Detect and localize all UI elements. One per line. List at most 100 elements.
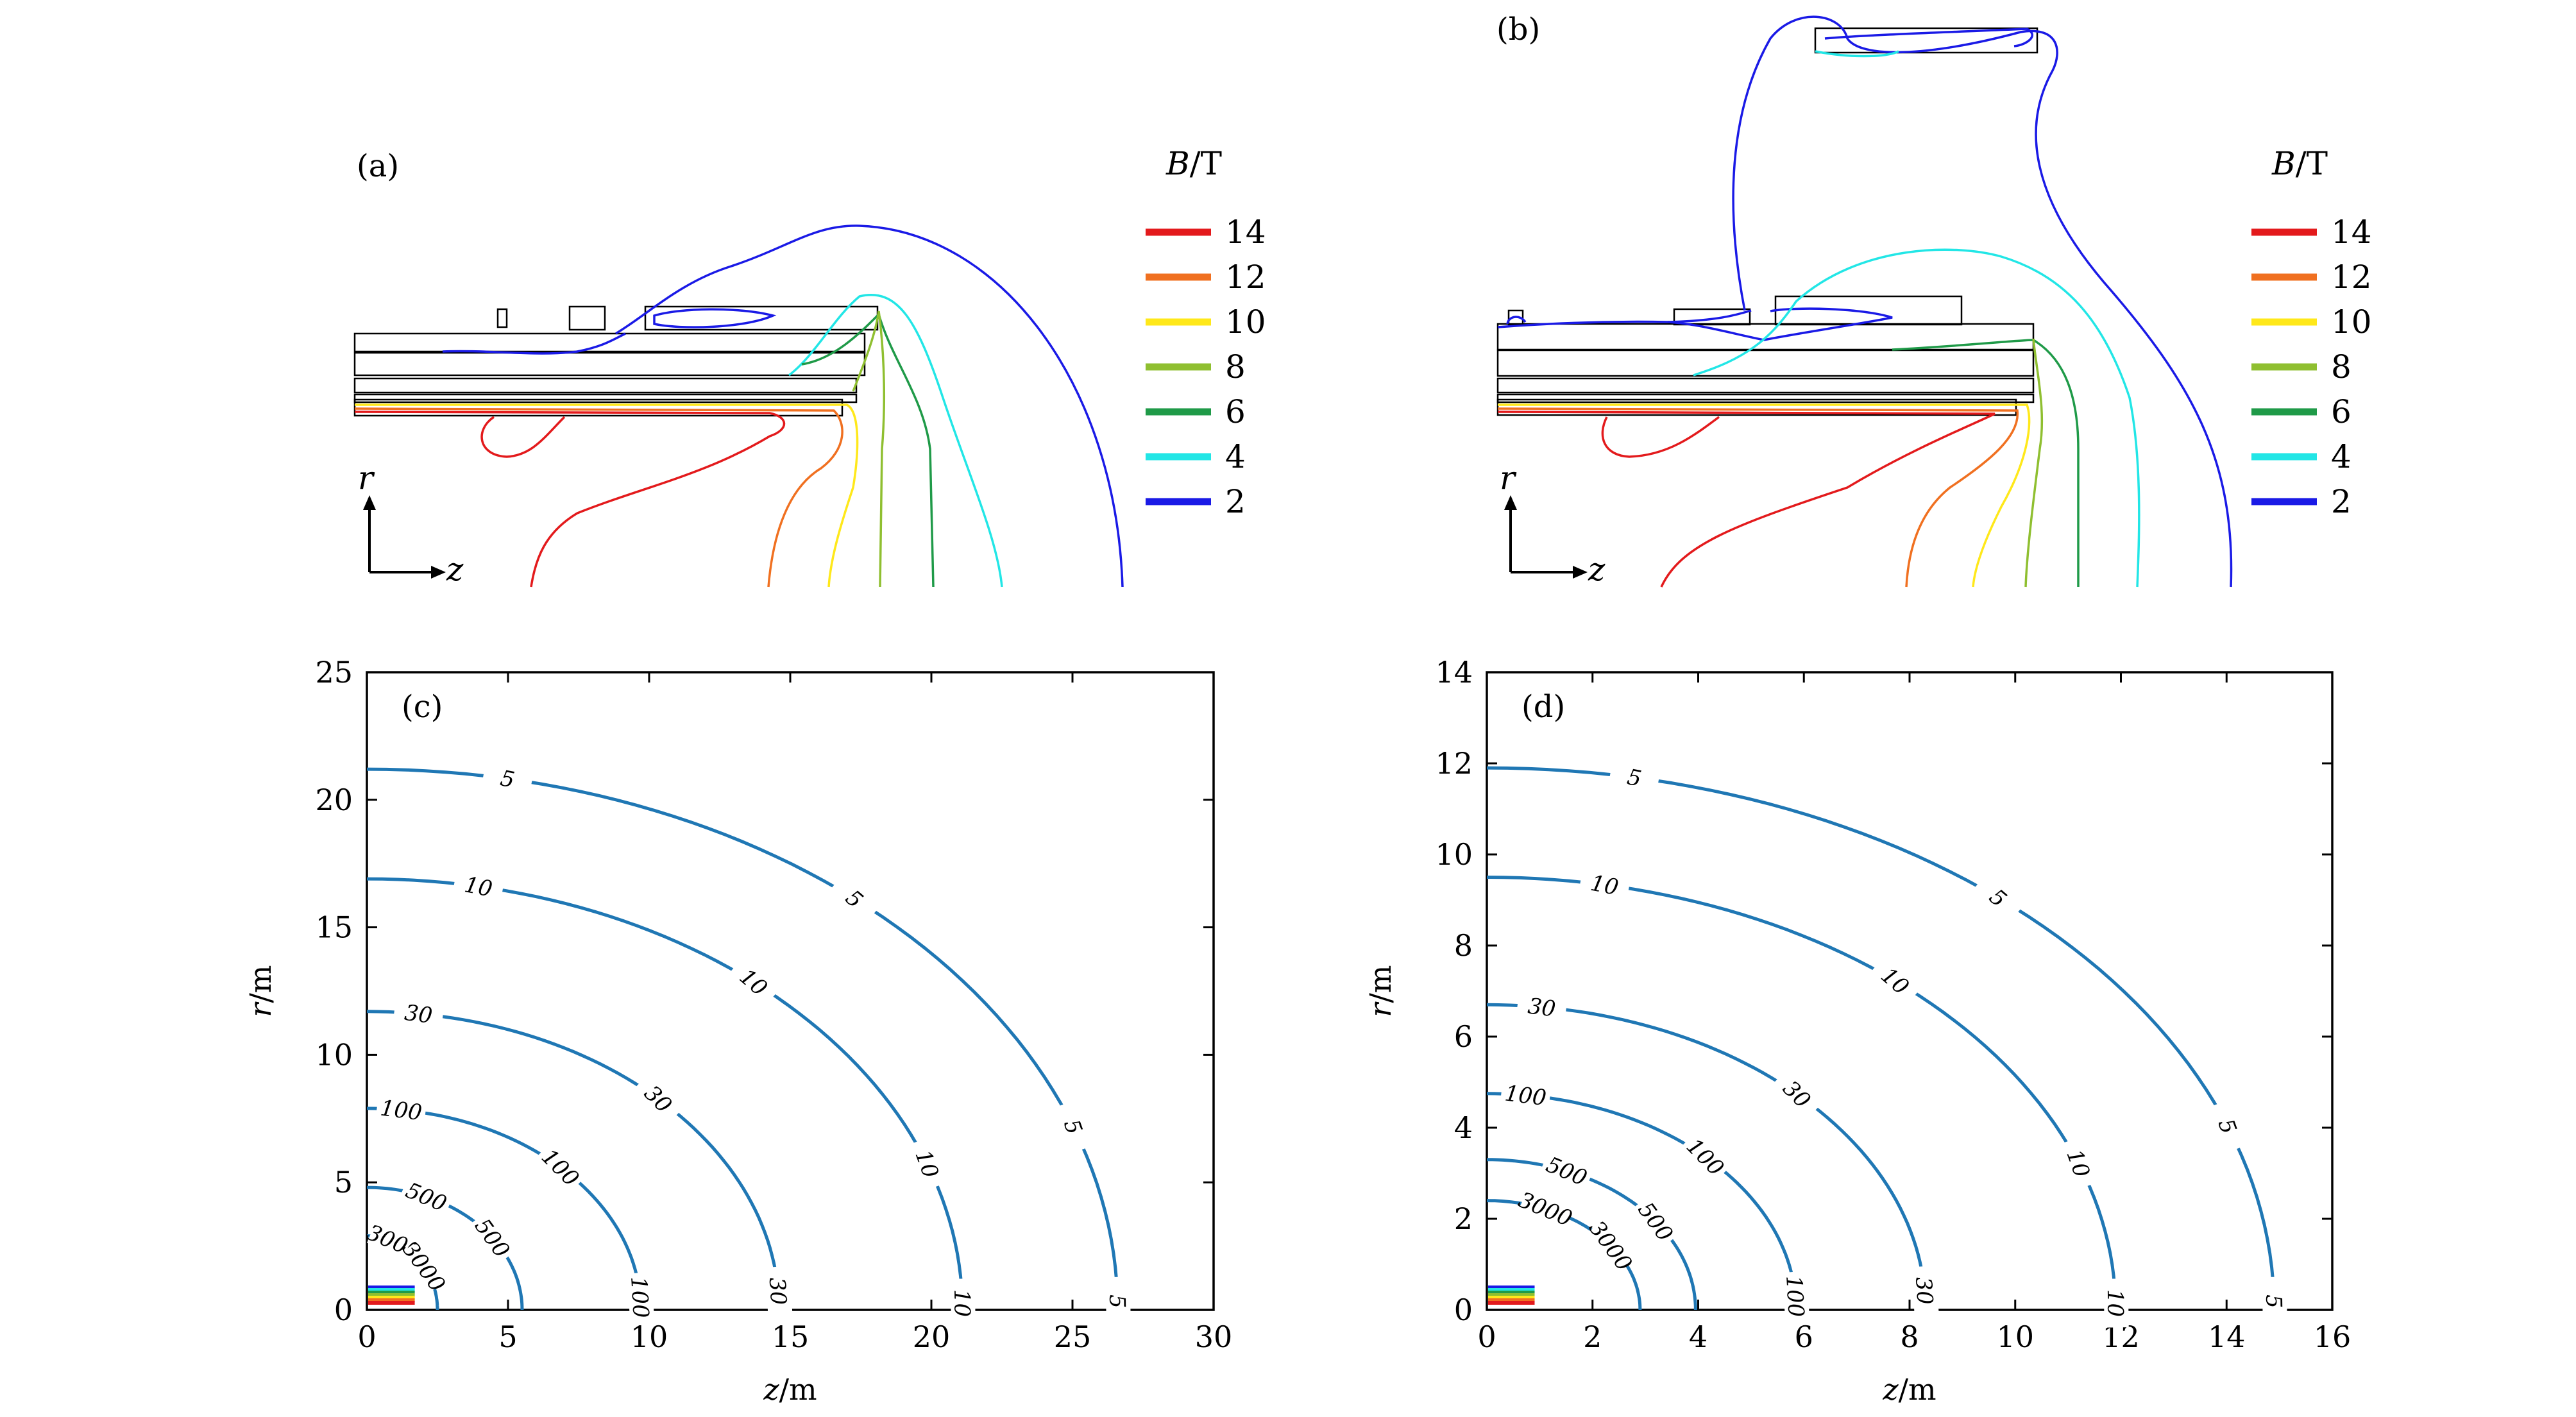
plot-c-xtick-20: 20 — [913, 1319, 951, 1354]
plot-c-magnet-layer-3 — [368, 1293, 415, 1297]
plot-c-xtick-0: 0 — [357, 1319, 376, 1354]
plot-d-ytick-10: 10 — [1435, 837, 1473, 872]
plot-c-xtick-30: 30 — [1195, 1319, 1233, 1354]
plot-c-xlabel: z/m — [763, 1372, 817, 1407]
legend-a-value-8: 8 — [1225, 348, 1246, 386]
contour-d-10-label-bg-1 — [1869, 955, 1922, 1006]
contour-c-5-label-3: 5 — [1104, 1294, 1130, 1309]
contour-d-3000-label-0: 3000 — [1514, 1187, 1575, 1232]
legend-a-title: B/T — [1165, 145, 1222, 182]
panel-b-z-label: z — [1588, 551, 1606, 588]
contour-d-100-label-bg-0 — [1500, 1079, 1552, 1110]
plot-d-magnet-layer-4 — [1488, 1296, 1535, 1300]
contour-c-30-label-2: 30 — [764, 1277, 792, 1306]
plot-c-xtick-5: 5 — [498, 1319, 517, 1354]
contour-c-30-label-bg-2 — [765, 1266, 793, 1316]
plot-d-magnet-layer-0 — [1488, 1285, 1535, 1289]
panel-a-z-label: z — [446, 551, 464, 588]
legend-b-value-14: 14 — [2331, 214, 2372, 251]
legend-b: B/T 14 12 10 8 6 4 2 — [2251, 145, 2372, 520]
panel-a-label: (a) — [357, 148, 399, 184]
contour-d-10-label-bg-2 — [2059, 1135, 2099, 1191]
contour-c-10-label-bg-2 — [908, 1136, 948, 1191]
panel-b-rz-axes: r z — [1500, 459, 1606, 588]
plot-d-xtick-8: 8 — [1900, 1319, 1919, 1354]
plot-d-ylabel: r/m — [1363, 965, 1398, 1017]
legend-b-value-6: 6 — [2331, 393, 2351, 430]
plot-d-xtick-2: 2 — [1583, 1319, 1602, 1354]
contour-c-500-label-bg-1 — [468, 1210, 518, 1265]
legend-a-value-14: 14 — [1225, 214, 1266, 251]
plot-c-xtick-15: 15 — [772, 1319, 809, 1354]
plot-d-xtick-14: 14 — [2208, 1319, 2246, 1354]
plot-c-magnet-layer-4 — [368, 1296, 415, 1300]
contour-d-5-label-bg-3 — [2262, 1277, 2287, 1327]
contour-d-5-label-bg-0 — [1608, 760, 1661, 793]
contour-c-5-label-bg-0 — [481, 761, 534, 795]
plot-c-magnet-layer-6 — [368, 1301, 415, 1305]
contour-d-30-label-bg-2 — [1911, 1265, 1939, 1316]
panel-b-label: (b) — [1496, 12, 1540, 47]
plot-c-xtick-10: 10 — [631, 1319, 668, 1354]
contour-d-100-label-0: 100 — [1504, 1080, 1548, 1111]
panel-d: 0 2 4 6 8 10 12 14 1602468101214z/mr/m5555101010… — [1363, 655, 2351, 1407]
contour-d-100-label-2: 100 — [1781, 1275, 1809, 1318]
legend-b-value-2: 2 — [2331, 483, 2351, 520]
contour-c-100-label-bg-2 — [627, 1272, 655, 1323]
contour-c-5-label-bg-3 — [1105, 1277, 1131, 1327]
contour-c-500-label-bg-0 — [399, 1175, 454, 1217]
legend-b-value-12: 12 — [2331, 259, 2372, 296]
plot-d-magnet-layer-2 — [1488, 1291, 1535, 1294]
plot-d-ytick-14: 14 — [1435, 655, 1473, 690]
contour-c-10-label-bg-0 — [452, 869, 505, 903]
legend-b-title: B/T — [2271, 145, 2328, 182]
plot-d-ytick-12: 12 — [1435, 746, 1473, 781]
plot-d-ytick-4: 4 — [1454, 1110, 1473, 1145]
plot-d-ytick-2: 2 — [1454, 1201, 1473, 1236]
plot-c-ytick-0: 0 — [334, 1293, 353, 1327]
contour-d-100-label-bg-2 — [1782, 1271, 1810, 1321]
panel-a-field-lines — [354, 225, 1124, 588]
panel-c-label: (c) — [402, 689, 443, 725]
plot-c-magnet-layer-0 — [368, 1285, 415, 1289]
contour-d-5-label-bg-2 — [2208, 1099, 2248, 1153]
plot-c-magnet — [368, 1285, 415, 1305]
contour-c-10-label-bg-1 — [727, 956, 781, 1007]
contour-d-500-label-bg-0 — [1539, 1150, 1595, 1191]
plot-d-magnet-layer-1 — [1488, 1288, 1535, 1292]
plot-c-ytick-20: 20 — [315, 783, 353, 817]
legend-a-value-10: 10 — [1225, 303, 1266, 341]
contour-d-10 — [1486, 876, 2117, 1311]
contour-c-10 — [366, 877, 964, 1311]
legend-b-value-4: 4 — [2331, 438, 2351, 475]
contour-d-30-label-2: 30 — [1910, 1276, 1938, 1305]
contour-c-5-label-bg-1 — [828, 873, 881, 924]
contour-c-10-label-0: 10 — [462, 872, 495, 902]
contour-c-30-label-0: 30 — [403, 1000, 434, 1029]
contour-c-100-label-0: 100 — [379, 1095, 423, 1126]
contour-c-10-label-3: 10 — [949, 1289, 975, 1318]
contour-c-100-label-bg-0 — [375, 1094, 427, 1124]
plot-d-magnet-layer-5 — [1488, 1298, 1535, 1302]
plot-c: 0 5 10 15 20 25 300510152025z/mr/m555510101010… — [243, 655, 1232, 1407]
contour-d-500-label-bg-1 — [1632, 1194, 1681, 1248]
contour-c-30-label-bg-0 — [393, 997, 445, 1029]
contour-d-5-label-3: 5 — [2260, 1294, 2286, 1309]
plot-d-xtick-0: 0 — [1477, 1319, 1496, 1354]
plot-d-ytick-0: 0 — [1454, 1293, 1473, 1327]
contour-c-10-label-bg-3 — [950, 1278, 976, 1328]
contour-d-30-label-bg-0 — [1516, 991, 1568, 1022]
panel-d-label: (d) — [1521, 689, 1565, 725]
contour-c-100-label-2: 100 — [625, 1276, 654, 1319]
plot-d-xtick-16: 16 — [2314, 1319, 2351, 1354]
plot-d-magnet-layer-3 — [1488, 1293, 1535, 1297]
plot-d-xtick-6: 6 — [1795, 1319, 1813, 1354]
plot-d-magnet — [1488, 1285, 1535, 1305]
plot-c-magnet-layer-5 — [368, 1298, 415, 1302]
contour-c-5-label-bg-2 — [1054, 1099, 1094, 1154]
panel-a-geometry — [353, 305, 879, 417]
plot-c-magnet-layer-1 — [368, 1288, 415, 1292]
legend-a: B/T 14 12 10 8 6 4 2 — [1146, 145, 1266, 520]
contour-d-3000-label-bg-1 — [1587, 1218, 1636, 1273]
contour-d-10-label-bg-0 — [1578, 867, 1631, 901]
